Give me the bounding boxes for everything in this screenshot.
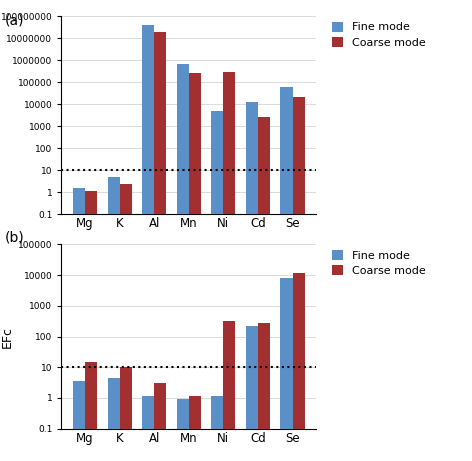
Bar: [85, 190, 97, 461]
Bar: [189, 396, 201, 461]
Bar: [154, 384, 166, 461]
Bar: [223, 72, 236, 461]
Bar: [142, 25, 154, 461]
Bar: [258, 118, 270, 461]
Bar: [280, 87, 293, 461]
Bar: [189, 73, 201, 461]
Bar: [119, 183, 132, 461]
Legend: Fine mode, Coarse mode: Fine mode, Coarse mode: [332, 22, 426, 47]
Bar: [108, 378, 119, 461]
Bar: [223, 320, 236, 461]
Bar: [293, 272, 304, 461]
Y-axis label: EFc: EFc: [0, 325, 14, 348]
Bar: [293, 97, 304, 461]
Bar: [142, 396, 154, 461]
Text: (a): (a): [5, 14, 24, 28]
Bar: [177, 399, 189, 461]
Bar: [211, 111, 223, 461]
Bar: [85, 362, 97, 461]
Bar: [246, 102, 258, 461]
Bar: [211, 396, 223, 461]
Bar: [73, 381, 85, 461]
Bar: [119, 367, 132, 461]
Bar: [258, 323, 270, 461]
Legend: Fine mode, Coarse mode: Fine mode, Coarse mode: [332, 250, 426, 276]
Bar: [177, 64, 189, 461]
Bar: [108, 177, 119, 461]
Bar: [280, 278, 293, 461]
Bar: [246, 326, 258, 461]
Bar: [73, 189, 85, 461]
Bar: [154, 31, 166, 461]
Text: (b): (b): [5, 230, 25, 244]
